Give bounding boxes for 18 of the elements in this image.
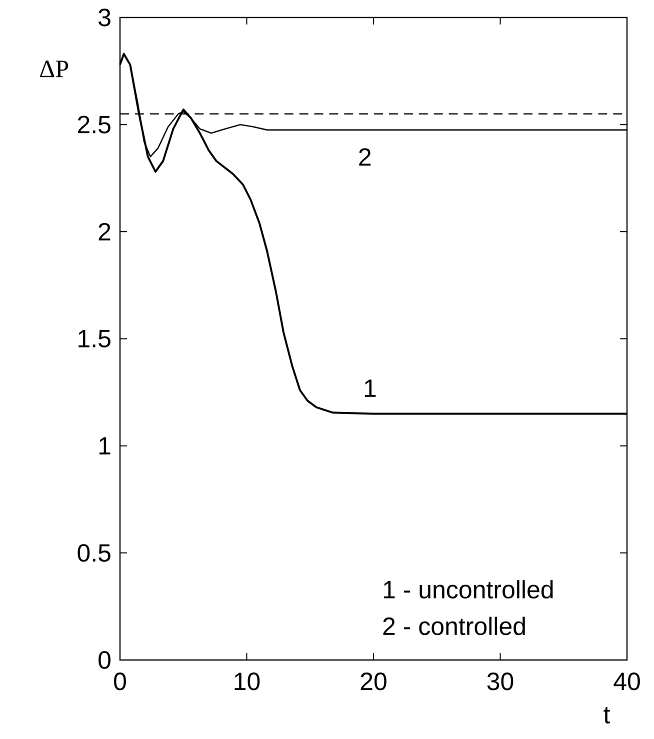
annotation: 2 bbox=[359, 148, 371, 166]
y-tick-label: 1 bbox=[99, 437, 110, 454]
x-tick-label: 20 bbox=[360, 672, 386, 690]
annotation: 1 - uncontrolled bbox=[384, 580, 553, 599]
y-tick-label: 2 bbox=[98, 222, 110, 240]
y-tick-label: 1.5 bbox=[78, 330, 110, 348]
x-axis-title: t bbox=[604, 707, 610, 724]
x-tick-label: 0 bbox=[114, 672, 126, 690]
x-tick-label: 30 bbox=[487, 672, 514, 690]
y-axis-title: ΔP bbox=[40, 60, 68, 78]
annotation: 1 bbox=[364, 380, 376, 397]
y-tick-label: 0.5 bbox=[78, 544, 110, 562]
y-tick-label: 3 bbox=[98, 8, 110, 26]
y-tick-label: 2.5 bbox=[78, 116, 110, 134]
x-tick-label: 10 bbox=[234, 672, 260, 690]
annotation: 2 - controlled bbox=[383, 616, 525, 636]
x-tick-label: 40 bbox=[614, 672, 640, 690]
y-tick-label: 0 bbox=[98, 651, 110, 669]
